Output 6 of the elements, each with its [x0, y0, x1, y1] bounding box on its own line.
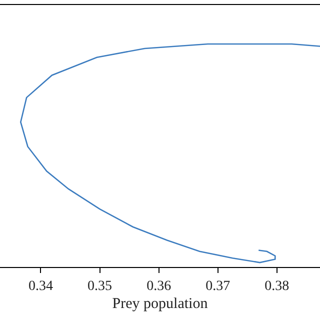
- x-tick-label: 0.36: [146, 278, 172, 294]
- x-tick-label: 0.34: [28, 278, 53, 294]
- x-axis-title: Prey population: [112, 296, 208, 312]
- x-tick-label: 0.37: [206, 278, 230, 294]
- x-tick-label: 0.38: [264, 278, 290, 294]
- x-tick-label: 0.35: [88, 278, 112, 294]
